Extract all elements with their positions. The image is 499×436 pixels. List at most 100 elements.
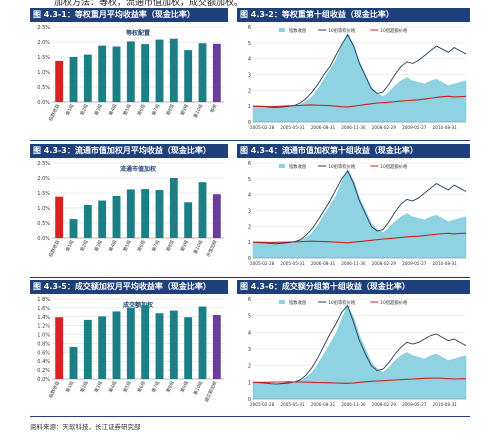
x-tick-label: 第5组 [121,379,133,393]
top10-excess-line [253,377,467,384]
legend-label: 指数收盘 [289,27,307,34]
y-tick-label: 4 [248,57,251,63]
chart-title: 图 4.3-6：成交额分组第十组收益（现金比率） [237,280,470,294]
chart-turnover-bars: 0.0% 0.2% 0.4% 0.6% 0.8% 1.0% 1.2% 1.4% 1.6% 1.8%… [30,295,228,413]
y-tick-label: 2.5% [37,161,50,167]
y-tick-label: 0 [248,397,251,403]
panel-float-cap-bars: 图 4.3-3：流通市值加权月平均收益（现金比率） 0.0% 0.5% 1.0% 1.… [30,144,228,272]
bar [141,189,150,238]
chart-turnover-top10: 0 1 2 3 4 5 6 2005-02-28 2005-05-31 2006-08-31 200… [237,295,470,413]
x-tick-label: 第9组 [179,238,191,252]
x-tick-label: 第7组 [150,102,162,116]
bar [83,319,92,379]
inner-chart-title: 成交额加权 [123,301,154,309]
chart-title: 图 4.3-4：流通市值加权第十组收益（现金比率） [237,144,470,158]
x-tick-label: 第9组 [179,102,191,116]
x-tick-label: 2010-08-31 [433,402,458,407]
legend-label: 10组等权价格 [328,299,356,306]
y-tick-label: 0 [248,120,251,126]
x-tick-label: 2006-11-30 [341,261,366,266]
x-tick-label: 第5组 [121,238,133,252]
y-tick-label: 1.4% [37,315,50,321]
y-tick-label: 1 [248,104,251,110]
y-tick-label: 3 [248,73,251,79]
y-tick-label: 5 [248,314,251,320]
x-tick-label: 2008-02-29 [372,402,397,407]
bar [212,43,221,102]
y-tick-label: 1.0% [37,206,50,212]
top10-equal-line [252,304,467,385]
bar [169,178,178,238]
x-tick-label: 2005-02-28 [250,402,275,407]
y-tick-label: 5 [248,41,251,47]
y-tick-label: 0.5% [37,85,50,91]
x-tick-label: 第8组 [164,238,176,252]
panel-equal-weight-top10: 图 4.3-2：等权重第十组收益（现金比率） 0 1 2 3 4 5 6 2005-02-28… [237,8,470,136]
inner-chart-title: 流通市值加权 [120,165,157,173]
x-tick-label: 第4组 [107,102,119,116]
x-tick-label: 第6组 [136,102,148,116]
x-tick-label: 2005-02-28 [250,261,275,266]
y-tick-label: 0.0% [37,377,50,383]
x-tick-label: 第4组 [107,379,119,393]
y-tick-label: 0.0% [37,100,50,106]
x-tick-label: 第4组 [107,238,119,252]
bar [126,41,135,102]
bar [169,310,178,379]
x-tick-label: 第2组 [78,238,90,252]
bar [184,50,193,102]
legend-label: 10组超额价格 [380,27,408,34]
bar [98,45,107,102]
x-tick-label: 2009-05-27 [402,261,427,266]
x-tick-label: 2008-02-29 [372,125,397,130]
y-tick-label: 0.8% [37,341,50,347]
chart-title: 图 4.3-3：流通市值加权月平均收益（现金比率） [30,144,228,158]
bar [112,196,121,238]
y-tick-label: 0 [248,256,251,262]
bar [184,202,193,238]
y-tick-label: 1.5% [37,55,50,61]
x-tick-label: 2006-08-31 [311,402,336,407]
x-tick-label: 2009-05-27 [402,402,427,407]
y-tick-label: 2.0% [37,40,50,46]
x-tick-label: 第9组 [179,379,191,393]
legend-label: 10组等权价格 [328,163,356,170]
bar [198,306,207,379]
y-tick-label: 0.5% [37,221,50,227]
header-text: 加权方法：等权，流通市值加权，成交额加权。 [54,0,244,8]
y-tick-label: 3 [248,347,251,353]
x-tick-label: 第7组 [150,238,162,252]
y-tick-label: 1.0% [37,333,50,339]
panel-turnover-top10: 图 4.3-6：成交额分组第十组收益（现金比率） 0 1 2 3 4 5 6 2005-02-… [237,280,470,413]
top10-equal-line [252,34,467,108]
bar [141,305,150,379]
top10-equal-line [252,170,467,245]
y-tick-label: 1 [248,240,251,246]
legend-label: 指数收盘 [289,163,307,170]
x-tick-label: 等权 [208,102,218,114]
chart-title: 图 4.3-1：等权重月平均收益率（现金比率） [30,8,228,22]
x-tick-label: 2005-05-31 [280,402,305,407]
bar [212,315,221,379]
y-tick-label: 1.5% [37,191,50,197]
bar [141,44,150,102]
x-tick-label: 第6组 [136,379,148,393]
bar [55,317,64,379]
legend-swatch [279,28,285,32]
bar [198,43,207,102]
y-tick-label: 3 [248,209,251,215]
bar [69,57,78,102]
bar [69,347,78,379]
x-tick-label: 第5组 [121,102,133,116]
x-tick-label: 2009-05-27 [402,125,427,130]
legend-label: 10组超额价格 [380,163,408,170]
y-tick-label: 1 [248,380,251,386]
legend-swatch [279,300,285,304]
y-tick-label: 2 [248,364,251,370]
bar [69,219,78,238]
x-tick-label: 第8组 [164,102,176,116]
chart-equal-weight-top10: 0 1 2 3 4 5 6 2005-02-28 2005-05-31 2006-08-31 200… [237,23,470,136]
y-tick-label: 4 [248,330,251,336]
y-tick-label: 1.6% [37,306,50,312]
